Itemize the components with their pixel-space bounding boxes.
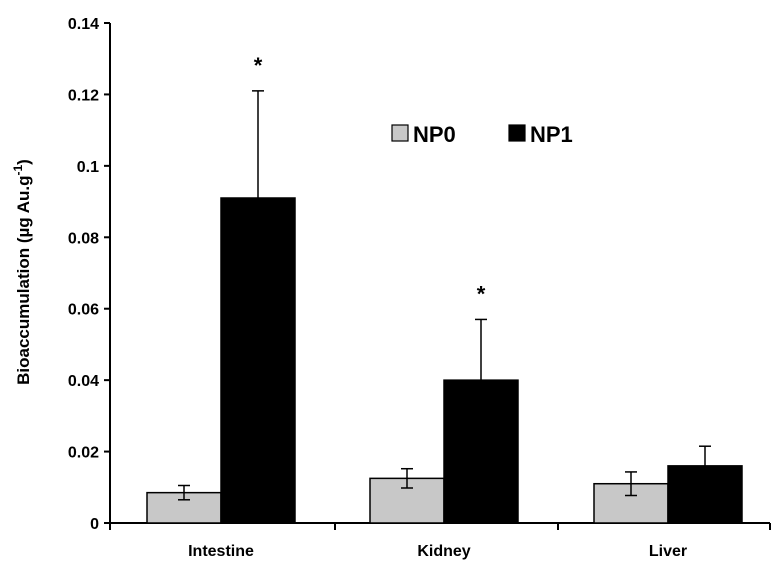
significance-markers: ** [254, 53, 486, 307]
y-tick-label: 0.14 [68, 16, 99, 33]
error-bar [625, 471, 637, 497]
y-tick-label: 0.1 [77, 159, 99, 176]
y-tick-label: 0 [90, 516, 99, 533]
legend-item-np1: NP1 [508, 122, 573, 147]
legend: NP0 NP1 [391, 122, 573, 147]
y-tick-label: 0.12 [68, 87, 99, 104]
y-tick-label: 0.08 [68, 230, 99, 247]
significance-asterisk: * [254, 53, 263, 78]
significance-asterisk: * [477, 281, 486, 306]
legend-swatch [508, 124, 526, 142]
legend-label: NP0 [413, 122, 456, 147]
y-axis-title: Bioaccumulation (µg Au.g-1) [11, 159, 33, 385]
x-tick-label: Kidney [417, 543, 470, 560]
legend-swatch [391, 124, 409, 142]
x-tick-label: Intestine [188, 543, 254, 560]
error-bar [475, 318, 487, 381]
y-axis-title-text: Bioaccumulation (µg Au.g-1) [11, 159, 33, 385]
bar-np1-intestine [220, 197, 296, 524]
bar-np1-liver [667, 465, 743, 524]
axes: 0 0.02 0.04 0.06 0.08 0.1 0.12 0.14 Intestine Kid… [68, 16, 771, 560]
bar-np1-kidney [443, 379, 519, 524]
error-bar [178, 484, 190, 501]
error-bar [699, 445, 711, 466]
error-bars [178, 90, 711, 501]
bars [146, 197, 743, 524]
y-tick-label: 0.02 [68, 445, 99, 462]
error-bar [401, 467, 413, 489]
x-tick-label: Liver [649, 543, 687, 560]
legend-label: NP1 [530, 122, 573, 147]
y-tick-label: 0.04 [68, 373, 99, 390]
legend-item-np0: NP0 [391, 122, 456, 147]
y-tick-label: 0.06 [68, 302, 99, 319]
error-bar [252, 90, 264, 198]
